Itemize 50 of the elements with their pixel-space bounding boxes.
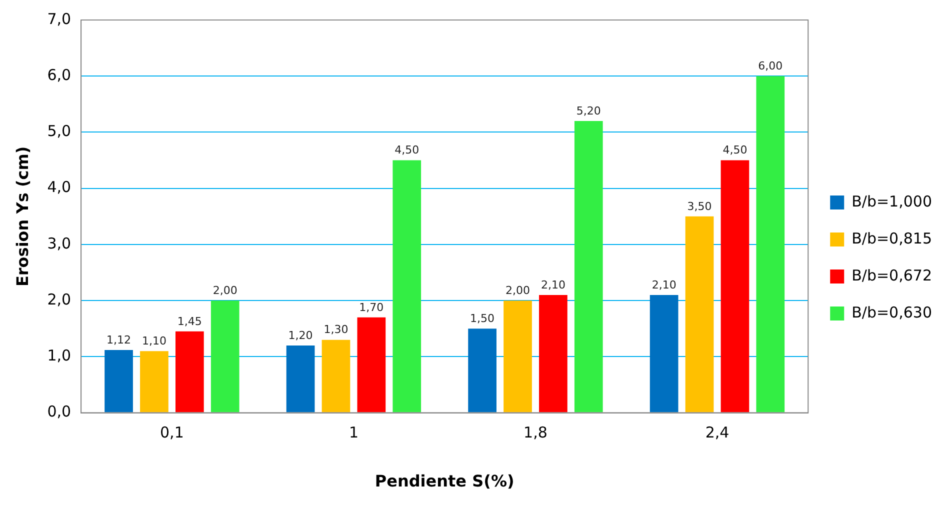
y-tick-label: 4,0 [47,178,72,196]
bar [650,294,678,412]
data-label: 4,50 [394,144,420,157]
legend-label: B/b=1,000 [852,192,932,210]
y-tick-label: 7,0 [47,10,72,28]
bar [322,340,350,412]
legend-label: B/b=0,815 [852,229,932,248]
data-label: 1,30 [324,323,348,336]
data-label: 3,50 [687,200,712,213]
data-label: 4,50 [722,144,748,157]
y-tick-label: 6,0 [47,66,72,84]
x-tick-label: 0,1 [160,424,184,442]
bar [175,331,204,412]
bar [468,328,496,412]
bar [210,300,240,412]
bar [574,121,603,412]
bar [392,160,422,412]
y-axis-title: Erosion Ys (cm) [12,146,32,287]
data-label: 2,10 [652,278,676,292]
data-label: 1,50 [470,312,495,325]
y-tick-label: 3,0 [47,234,72,252]
legend-label: B/b=0,672 [852,266,932,284]
bar [357,317,386,412]
data-label: 1,20 [288,328,313,342]
bar [104,350,133,412]
bar [539,294,568,412]
data-label: 2,00 [212,284,238,297]
bar [286,345,315,412]
bar [504,300,532,412]
data-label: 1,12 [106,333,132,346]
bar [685,216,714,412]
y-tick-label: 1,0 [47,346,72,365]
data-label: 6,00 [758,59,783,72]
x-tick-label: 2,4 [705,424,730,442]
y-tick-label: 0,0 [47,402,72,421]
x-tick-label: 1 [348,424,358,442]
data-label: 1,10 [142,334,166,348]
bar [720,160,750,412]
data-label: 2,00 [506,284,530,297]
legend-label: B/b=0,630 [852,303,932,322]
data-label: 1,70 [359,300,384,314]
data-label: 5,20 [576,104,601,118]
bar [756,76,785,412]
y-tick-label: 5,0 [47,122,72,140]
y-tick-label: 2,0 [47,290,72,308]
x-axis-title: Pendiente S(%) [374,472,514,491]
data-label: 1,45 [177,314,202,328]
data-label: 2,10 [540,278,566,292]
x-tick-label: 1,8 [524,424,548,442]
bar [140,351,168,412]
